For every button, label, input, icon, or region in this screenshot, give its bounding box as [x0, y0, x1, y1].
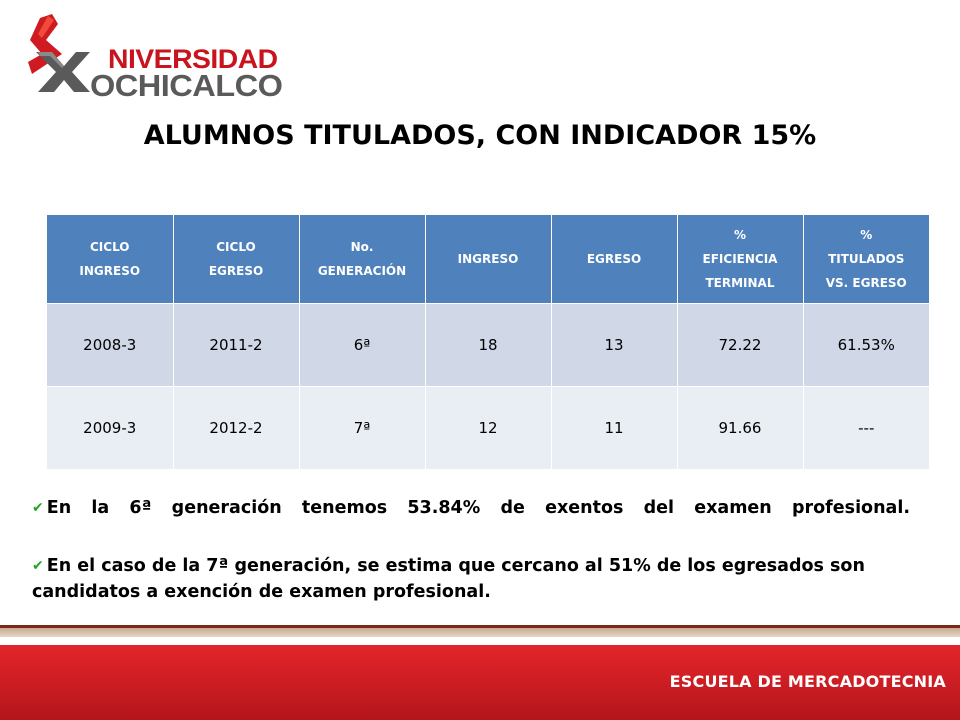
- footer-divider-shadow: [0, 628, 960, 637]
- column-header-line: %: [860, 227, 873, 242]
- column-header-line: EGRESO: [586, 251, 642, 266]
- column-header: CICLO EGRESO: [173, 215, 300, 303]
- table-cell: 12: [425, 385, 552, 469]
- table-cell: 6ª: [299, 302, 426, 386]
- note-item: ✔ En el caso de la 7ª generación, se esti…: [32, 553, 910, 605]
- column-header-line: VS. EGRESO: [825, 275, 907, 290]
- column-header-line: TERMINAL: [705, 275, 775, 290]
- column-header: INGRESO: [425, 215, 552, 303]
- table-cell: 2011-2: [173, 302, 300, 386]
- note-item: ✔ En la 6ª generación tenemos 53.84% de e…: [32, 495, 910, 521]
- column-header-line: TITULADOS: [828, 251, 905, 266]
- table-cell: 18: [425, 302, 552, 386]
- column-header-line: CICLO: [216, 239, 256, 254]
- footer-band: [0, 645, 960, 720]
- table-header-row: CICLO INGRESO CICLO EGRESO No. GENERACIÓN INGR…: [47, 215, 929, 303]
- table-cell: 11: [551, 385, 678, 469]
- column-header-line: CICLO: [90, 239, 130, 254]
- table-cell: 91.66: [677, 385, 804, 469]
- table-cell: ---: [803, 385, 929, 469]
- footer-divider: [0, 625, 960, 628]
- table-cell: 2008-3: [47, 302, 174, 386]
- note-text: En el caso de la 7ª generación, se estim…: [32, 556, 865, 602]
- column-header: CICLO INGRESO: [47, 215, 174, 303]
- column-header-line: EGRESO: [208, 263, 264, 278]
- logo-text-ochicalco: OCHICALCO: [90, 68, 283, 103]
- table-row: 2009-3 2012-2 7ª 12 11 91.66 ---: [47, 385, 929, 469]
- column-header-line: %: [733, 227, 747, 242]
- column-header: EGRESO: [551, 215, 678, 303]
- table-cell: 7ª: [299, 385, 426, 469]
- checkmark-icon: ✔: [32, 558, 44, 574]
- logo-emblem-icon: [28, 14, 90, 92]
- table-row: 2008-3 2011-2 6ª 18 13 72.22 61.53%: [47, 302, 929, 386]
- footer-school-name: ESCUELA DE MERCADOTECNIA: [669, 672, 946, 691]
- table-cell: 2009-3: [47, 385, 174, 469]
- notes-list: ✔ En la 6ª generación tenemos 53.84% de e…: [32, 495, 910, 605]
- table-cell: 13: [551, 302, 678, 386]
- column-header-line: INGRESO: [79, 263, 141, 278]
- logo-text-niversidad: NIVERSIDAD: [108, 44, 278, 74]
- column-header-line: EFICIENCIA: [702, 251, 778, 266]
- graduates-table: CICLO INGRESO CICLO EGRESO No. GENERACIÓN INGR…: [47, 215, 929, 469]
- page-title: ALUMNOS TITULADOS, CON INDICADOR 15%: [143, 120, 817, 151]
- note-text: En la 6ª generación tenemos 53.84% de ex…: [46, 498, 910, 518]
- column-header: % EFICIENCIA TERMINAL: [677, 215, 804, 303]
- column-header-line: GENERACIÓN: [317, 263, 407, 278]
- column-header-line: No.: [350, 239, 374, 254]
- table-cell: 72.22: [677, 302, 804, 386]
- column-header: No. GENERACIÓN: [299, 215, 426, 303]
- table-cell: 2012-2: [173, 385, 300, 469]
- column-header-line: INGRESO: [457, 251, 519, 266]
- university-logo: NIVERSIDAD OCHICALCO: [18, 10, 283, 103]
- column-header: % TITULADOS VS. EGRESO: [803, 215, 929, 303]
- checkmark-icon: ✔: [32, 500, 44, 516]
- table-cell: 61.53%: [803, 302, 929, 386]
